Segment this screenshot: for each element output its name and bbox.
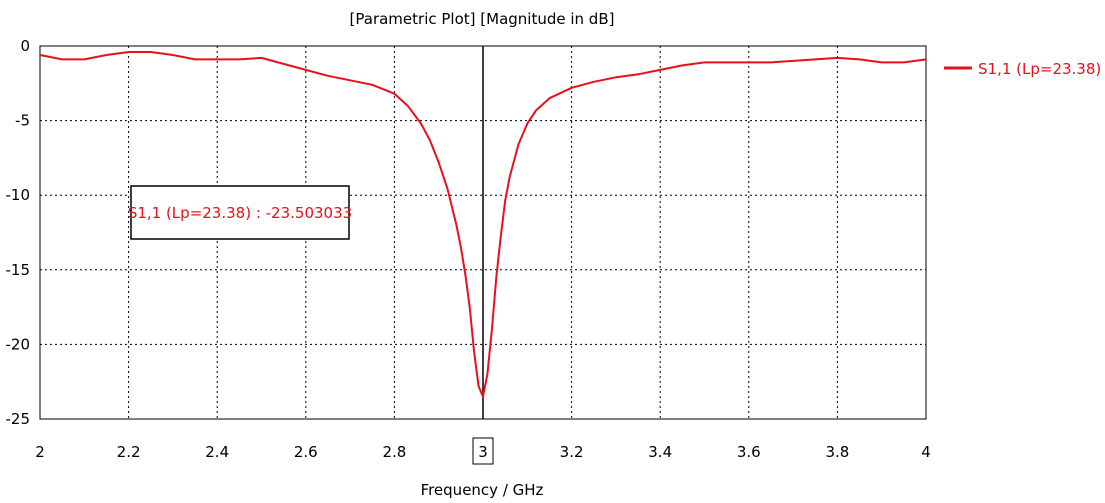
- x-tick-label: 4: [921, 443, 931, 461]
- marker-x-label-box: [472, 437, 494, 465]
- y-tick-label: 0: [20, 37, 30, 55]
- y-tick-label: -15: [6, 261, 31, 279]
- x-tick-label: 3.4: [648, 443, 672, 461]
- series-line-s11: [39, 51, 927, 398]
- x-tick-label: 3.6: [737, 443, 761, 461]
- marker-x-label: 3: [472, 437, 494, 465]
- tick-labels: 2 2.2 2.4 2.6 2.8 3.2 3.4 3.6 3.8 4 0 -5 -10 -15 -20 -2…: [6, 37, 931, 461]
- x-axis-label: Frequency / GHz: [421, 481, 544, 499]
- y-tick-label: -25: [6, 410, 31, 428]
- x-tick-label: 2.4: [205, 443, 229, 461]
- x-tick-label: 2: [35, 443, 45, 461]
- y-tick-label: -20: [6, 335, 31, 353]
- y-tick-label: -10: [6, 186, 31, 204]
- chart-title: [Parametric Plot] [Magnitude in dB]: [350, 10, 615, 28]
- marker-annotation-box: [130, 185, 350, 240]
- x-tick-label: 2.2: [117, 443, 141, 461]
- marker-annotation[interactable]: S1,1 (Lp=23.38) : -23.503033: [128, 185, 352, 240]
- marker-x-label-text: 3: [478, 443, 488, 461]
- legend-label-s11: S1,1 (Lp=23.38): [978, 60, 1101, 78]
- x-tick-label: 2.6: [294, 443, 318, 461]
- marker-annotation-text: S1,1 (Lp=23.38) : -23.503033: [128, 204, 352, 222]
- x-tick-label: 3.2: [560, 443, 584, 461]
- y-tick-label: -5: [15, 112, 30, 130]
- legend[interactable]: S1,1 (Lp=23.38): [944, 60, 1101, 78]
- x-tick-label: 2.8: [382, 443, 406, 461]
- x-tick-label: 3.8: [825, 443, 849, 461]
